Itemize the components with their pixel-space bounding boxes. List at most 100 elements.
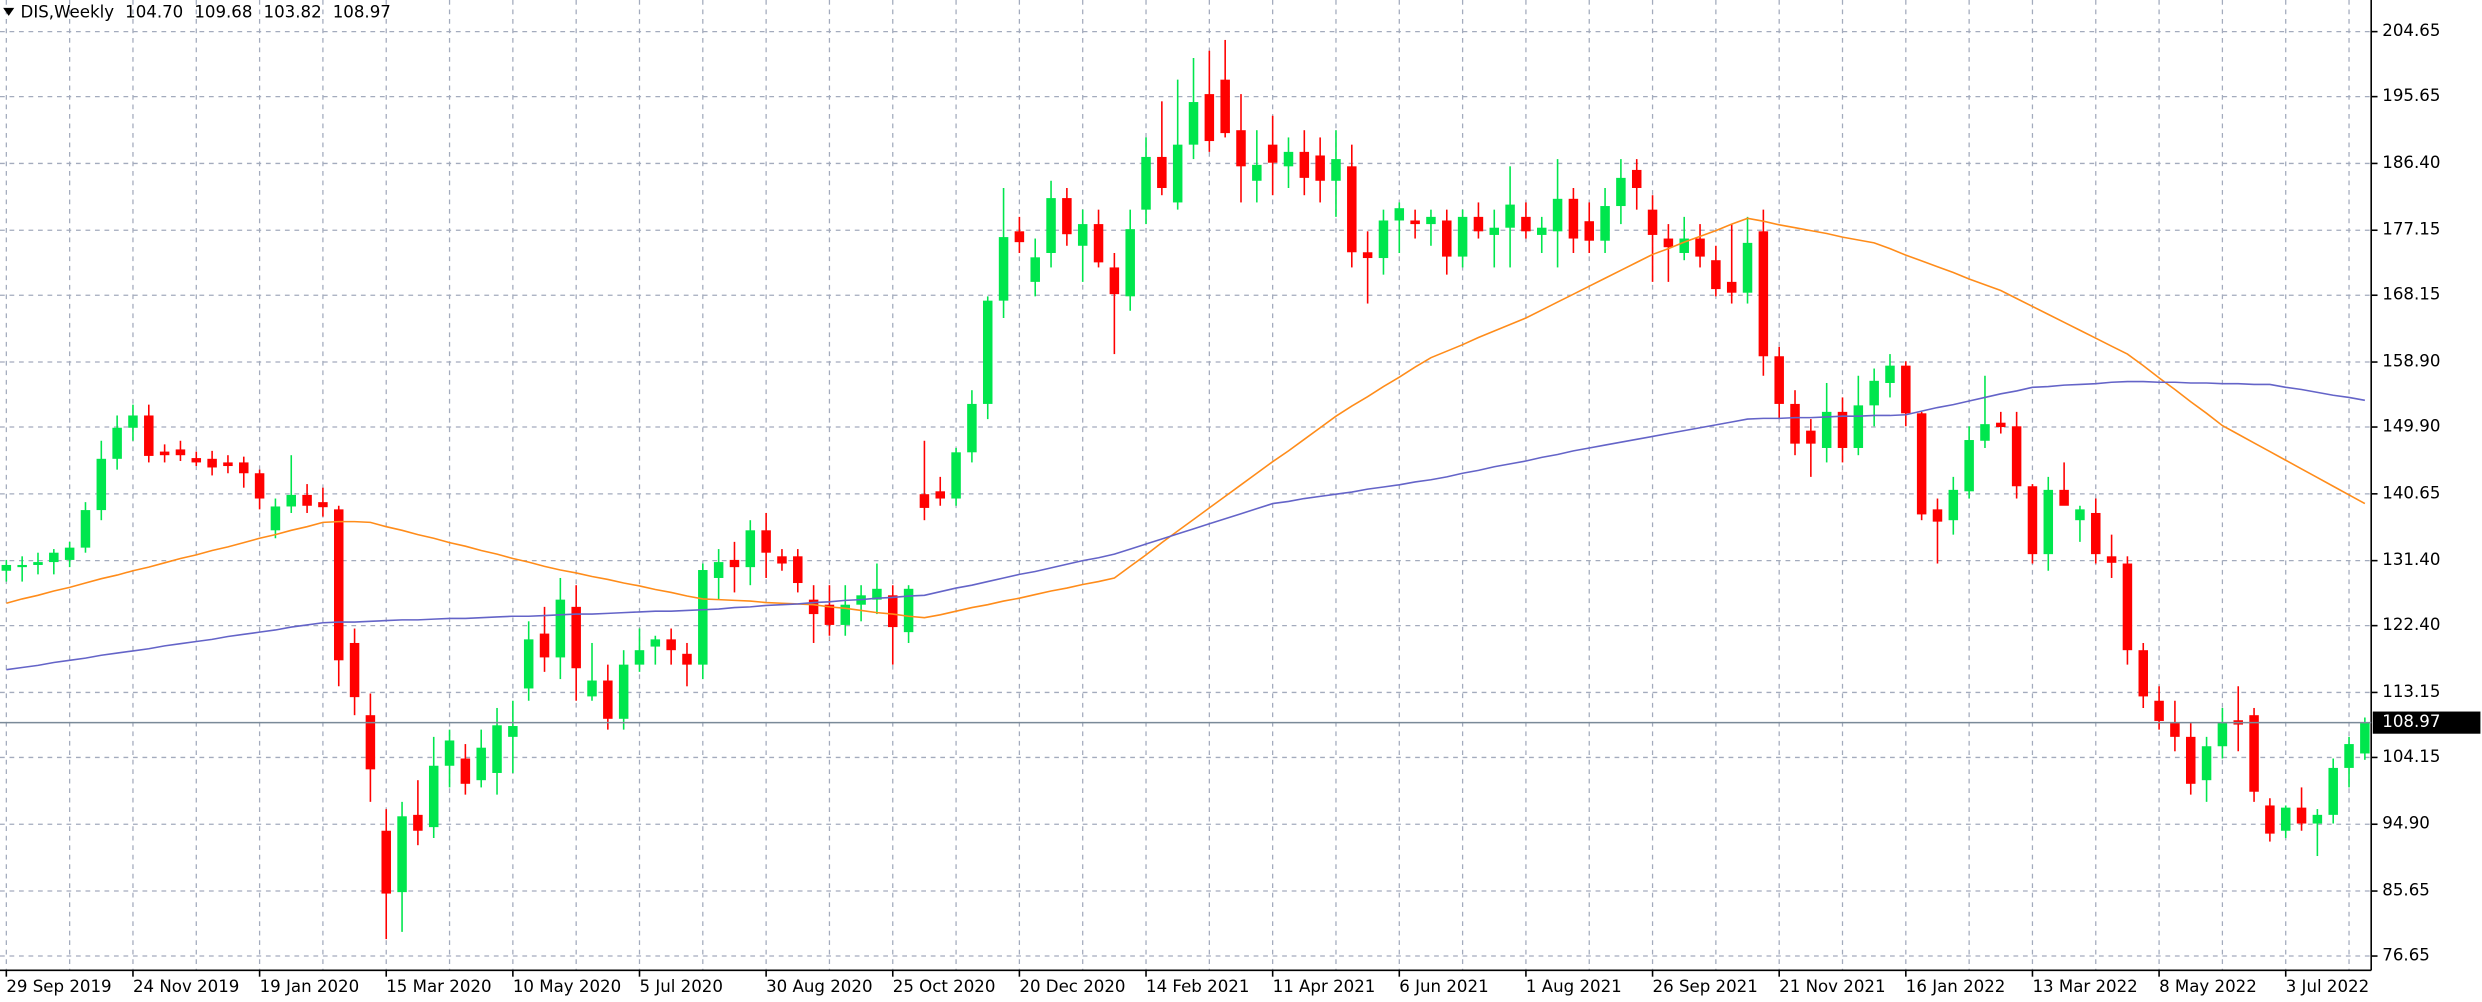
candle-body bbox=[428, 765, 439, 828]
y-tick-label: 195.65 bbox=[2382, 86, 2440, 105]
last-price-label: 108.97 bbox=[2382, 712, 2440, 731]
candle-body bbox=[508, 726, 518, 737]
candle-body bbox=[2328, 767, 2338, 815]
candle-body bbox=[112, 427, 122, 459]
candle-body bbox=[603, 680, 613, 719]
y-tick-label: 168.15 bbox=[2382, 285, 2440, 304]
candle-body bbox=[96, 458, 107, 511]
candle-body bbox=[2027, 486, 2038, 555]
candle-body bbox=[1252, 164, 1262, 181]
quote-value: 104.70 bbox=[125, 2, 183, 21]
candle-body bbox=[1489, 227, 1500, 235]
x-tick-label: 8 May 2022 bbox=[2159, 977, 2257, 996]
candle-body bbox=[1347, 166, 1357, 253]
candle-body bbox=[1236, 130, 1246, 167]
candle-body bbox=[982, 300, 993, 404]
candle-body bbox=[444, 740, 455, 766]
x-tick-label: 19 Jan 2020 bbox=[260, 977, 360, 996]
y-tick-label: 94.90 bbox=[2382, 814, 2430, 833]
x-tick-label: 13 Mar 2022 bbox=[2032, 977, 2137, 996]
x-tick-label: 25 Oct 2020 bbox=[893, 977, 996, 996]
candle-body bbox=[2011, 426, 2022, 487]
candle-body bbox=[634, 650, 645, 665]
header-text: DIS,Weekly 104.70 109.68 103.82 108.97 bbox=[21, 2, 391, 21]
moving-average bbox=[6, 380, 2366, 671]
candle-body bbox=[713, 562, 724, 578]
candle-body bbox=[333, 509, 344, 661]
candle-body bbox=[1821, 411, 1832, 448]
candle-body bbox=[159, 451, 170, 456]
candle-body bbox=[1473, 216, 1484, 232]
candle-body bbox=[1030, 257, 1040, 282]
candle-body bbox=[1299, 151, 1310, 178]
candle-body bbox=[381, 830, 391, 894]
candle-body bbox=[2201, 746, 2212, 781]
x-tick-label: 30 Aug 2020 bbox=[766, 977, 872, 996]
candle-body bbox=[1457, 216, 1468, 257]
candle-body bbox=[1378, 220, 1389, 259]
candle-body bbox=[1552, 198, 1563, 232]
candle-body bbox=[1774, 356, 1784, 404]
candle-body bbox=[2280, 807, 2291, 831]
candle-body bbox=[539, 633, 550, 658]
quote-value: 103.82 bbox=[264, 2, 322, 21]
x-tick-label: 14 Feb 2021 bbox=[1146, 977, 1249, 996]
symbol: DIS,Weekly bbox=[21, 2, 115, 21]
candle-body bbox=[144, 415, 154, 456]
candle-body bbox=[777, 556, 787, 564]
candle-body bbox=[1093, 224, 1104, 263]
candle-body bbox=[2122, 563, 2133, 651]
y-tick-label: 76.65 bbox=[2382, 946, 2430, 965]
candle-body bbox=[1837, 411, 1848, 448]
candle-body bbox=[318, 502, 328, 508]
candle-body bbox=[1901, 365, 1911, 414]
candle-body bbox=[476, 747, 486, 781]
candle-body bbox=[460, 758, 471, 784]
candle-body bbox=[872, 588, 882, 600]
candle-body bbox=[254, 473, 265, 499]
last-price-box bbox=[2372, 711, 2481, 734]
candle-body bbox=[1853, 405, 1864, 448]
candle-body bbox=[824, 604, 835, 625]
candle-body bbox=[1537, 227, 1547, 235]
x-tick-label: 6 Jun 2021 bbox=[1399, 977, 1488, 996]
candle-body bbox=[1014, 231, 1025, 243]
candle-body bbox=[1964, 440, 1974, 492]
candle-body bbox=[1631, 169, 1642, 188]
x-tick-label: 11 Apr 2021 bbox=[1273, 977, 1376, 996]
candle-body bbox=[1568, 198, 1579, 239]
candle-body bbox=[1916, 413, 1927, 515]
candle-body bbox=[1426, 216, 1436, 225]
candle-body bbox=[1806, 430, 1816, 444]
candle-body bbox=[1948, 489, 1959, 521]
candle-body bbox=[1663, 238, 1674, 248]
candle-body bbox=[666, 639, 676, 651]
candle-body bbox=[1267, 144, 1278, 163]
x-tick-label: 24 Nov 2019 bbox=[133, 977, 239, 996]
candle-body bbox=[967, 403, 977, 453]
candle-body bbox=[618, 664, 629, 719]
candle-body bbox=[1442, 220, 1452, 257]
candle-body bbox=[888, 595, 898, 628]
candle-body bbox=[128, 415, 138, 428]
y-tick-label: 104.15 bbox=[2382, 747, 2440, 766]
candle-body bbox=[2043, 489, 2054, 555]
candle-body bbox=[808, 599, 819, 615]
candle-body bbox=[223, 462, 233, 467]
candle-body bbox=[207, 458, 217, 468]
candle-body bbox=[1331, 159, 1341, 181]
candle-body bbox=[2138, 650, 2149, 697]
candle-body bbox=[1283, 151, 1294, 167]
candle-body bbox=[1711, 260, 1721, 290]
candle-body bbox=[1141, 156, 1151, 210]
candle-body bbox=[413, 814, 423, 831]
candle-body bbox=[33, 562, 43, 565]
candle-body bbox=[1742, 242, 1753, 293]
candle-body bbox=[1869, 380, 1879, 406]
y-tick-label: 140.65 bbox=[2382, 483, 2440, 502]
x-tick-label: 20 Dec 2020 bbox=[1019, 977, 1125, 996]
candle-body bbox=[1996, 422, 2006, 428]
candle-body bbox=[2296, 807, 2307, 824]
candle-body bbox=[2106, 556, 2117, 563]
